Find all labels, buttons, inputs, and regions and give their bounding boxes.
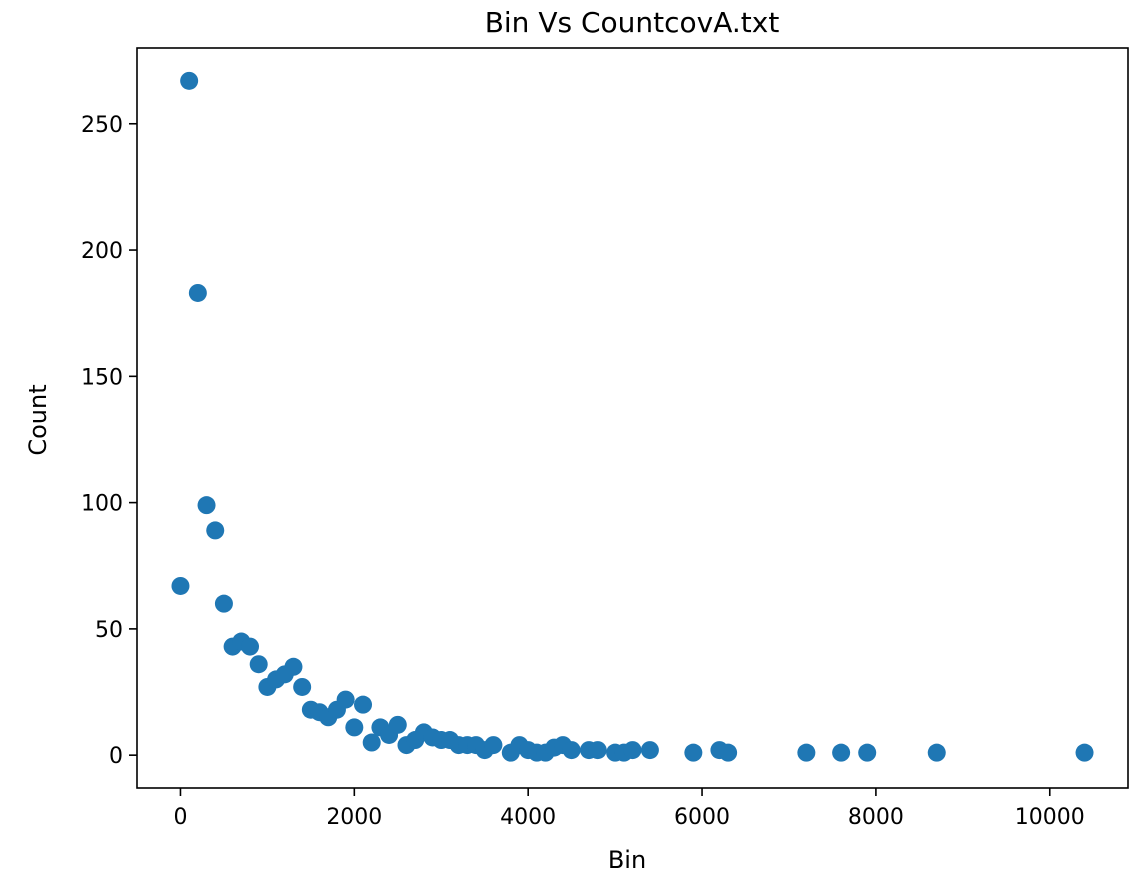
data-point-9 [249,655,268,674]
data-point-20 [345,718,364,737]
y-tick-label-2: 100 [81,492,123,517]
data-point-5 [214,594,233,613]
data-point-53 [719,743,738,762]
data-point-54 [797,743,816,762]
x-tick-label-1: 2000 [326,805,382,830]
data-point-4 [206,521,225,540]
y-tick-label-1: 50 [95,618,123,643]
y-axis-ticks: 0 50 100 150 200 250 [81,113,137,769]
x-axis-ticks: 0 2000 4000 6000 8000 10000 [173,788,1085,830]
x-tick-label-4: 8000 [848,805,904,830]
y-tick-label-0: 0 [109,744,123,769]
data-point-44 [562,741,581,760]
data-point-25 [388,715,407,734]
data-point-14 [293,677,312,696]
y-tick-label-4: 200 [81,239,123,264]
data-point-19 [336,690,355,709]
data-point-21 [354,695,373,714]
x-tick-label-3: 6000 [674,805,730,830]
x-tick-label-2: 4000 [500,805,556,830]
data-point-1 [180,71,199,90]
x-tick-label-0: 0 [173,805,187,830]
data-point-51 [684,743,703,762]
data-point-36 [484,736,503,755]
data-point-55 [832,743,851,762]
x-tick-label-5: 10000 [1015,805,1085,830]
y-tick-label-3: 150 [81,365,123,390]
data-point-58 [1075,743,1094,762]
data-point-0 [171,576,190,595]
data-point-46 [588,741,607,760]
data-point-2 [188,283,207,302]
plot-frame [136,47,1129,789]
data-point-49 [623,741,642,760]
x-axis-label: Bin [608,846,646,874]
data-point-13 [284,657,303,676]
chart-title: Bin Vs CountcovA.txt [485,6,780,39]
data-point-22 [362,733,381,752]
data-point-50 [640,741,659,760]
y-tick-label-5: 250 [81,113,123,138]
data-point-57 [927,743,946,762]
y-axis-label: Count [24,384,52,455]
data-point-8 [241,637,260,656]
data-point-56 [858,743,877,762]
data-point-3 [197,496,216,515]
data-points [171,71,1094,762]
